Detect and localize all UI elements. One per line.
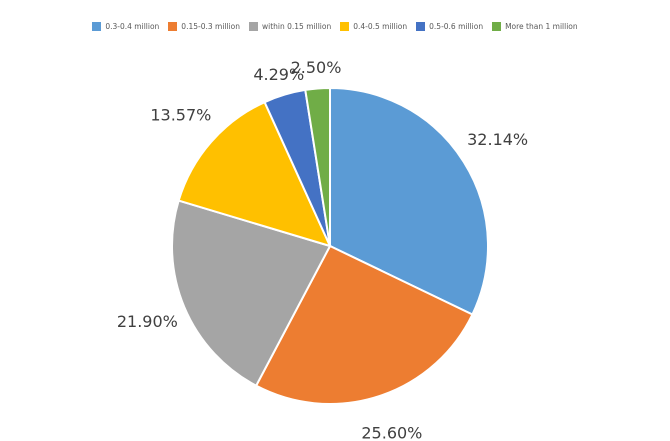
legend-swatch [416, 22, 426, 31]
legend-label: 0.4-0.5 million [353, 22, 408, 31]
legend-swatch [92, 22, 102, 31]
legend-swatch [340, 22, 350, 31]
pie-slice [177, 100, 332, 248]
pie-slice [171, 199, 332, 388]
legend-item: 0.4-0.5 million [340, 22, 407, 31]
slice-data-label: 25.60% [361, 424, 422, 441]
slice-data-label: 32.14% [467, 130, 528, 149]
legend-label: 0.15-0.3 million [181, 22, 240, 31]
chart-legend: 0.3-0.4 million 0.15-0.3 million within … [0, 22, 670, 31]
slice-data-label: 2.50% [291, 58, 342, 77]
legend-label: 0.3-0.4 million [105, 22, 160, 31]
legend-label: More than 1 million [505, 22, 578, 31]
pie-slice [329, 86, 489, 316]
legend-swatch [168, 22, 178, 31]
legend-item: within 0.15 million [249, 22, 331, 31]
slice-data-label: 21.90% [117, 312, 178, 331]
legend-label: 0.5-0.6 million [429, 22, 484, 31]
legend-item: 0.15-0.3 million [168, 22, 240, 31]
legend-label: within 0.15 million [262, 22, 332, 31]
legend-swatch [492, 22, 502, 31]
legend-swatch [249, 22, 258, 31]
pie-slice [304, 86, 331, 247]
slice-data-label: 13.57% [150, 105, 211, 124]
legend-item: 0.3-0.4 million [92, 22, 159, 31]
pie-slices [171, 86, 489, 405]
pie-data-labels: 32.14% 25.60% 21.90% 13.57% 4.29%2.50% [117, 58, 528, 441]
slice-data-label: 4.29% [253, 65, 304, 84]
legend-item: More than 1 million [492, 22, 578, 31]
legend-item: 0.5-0.6 million [416, 22, 483, 31]
